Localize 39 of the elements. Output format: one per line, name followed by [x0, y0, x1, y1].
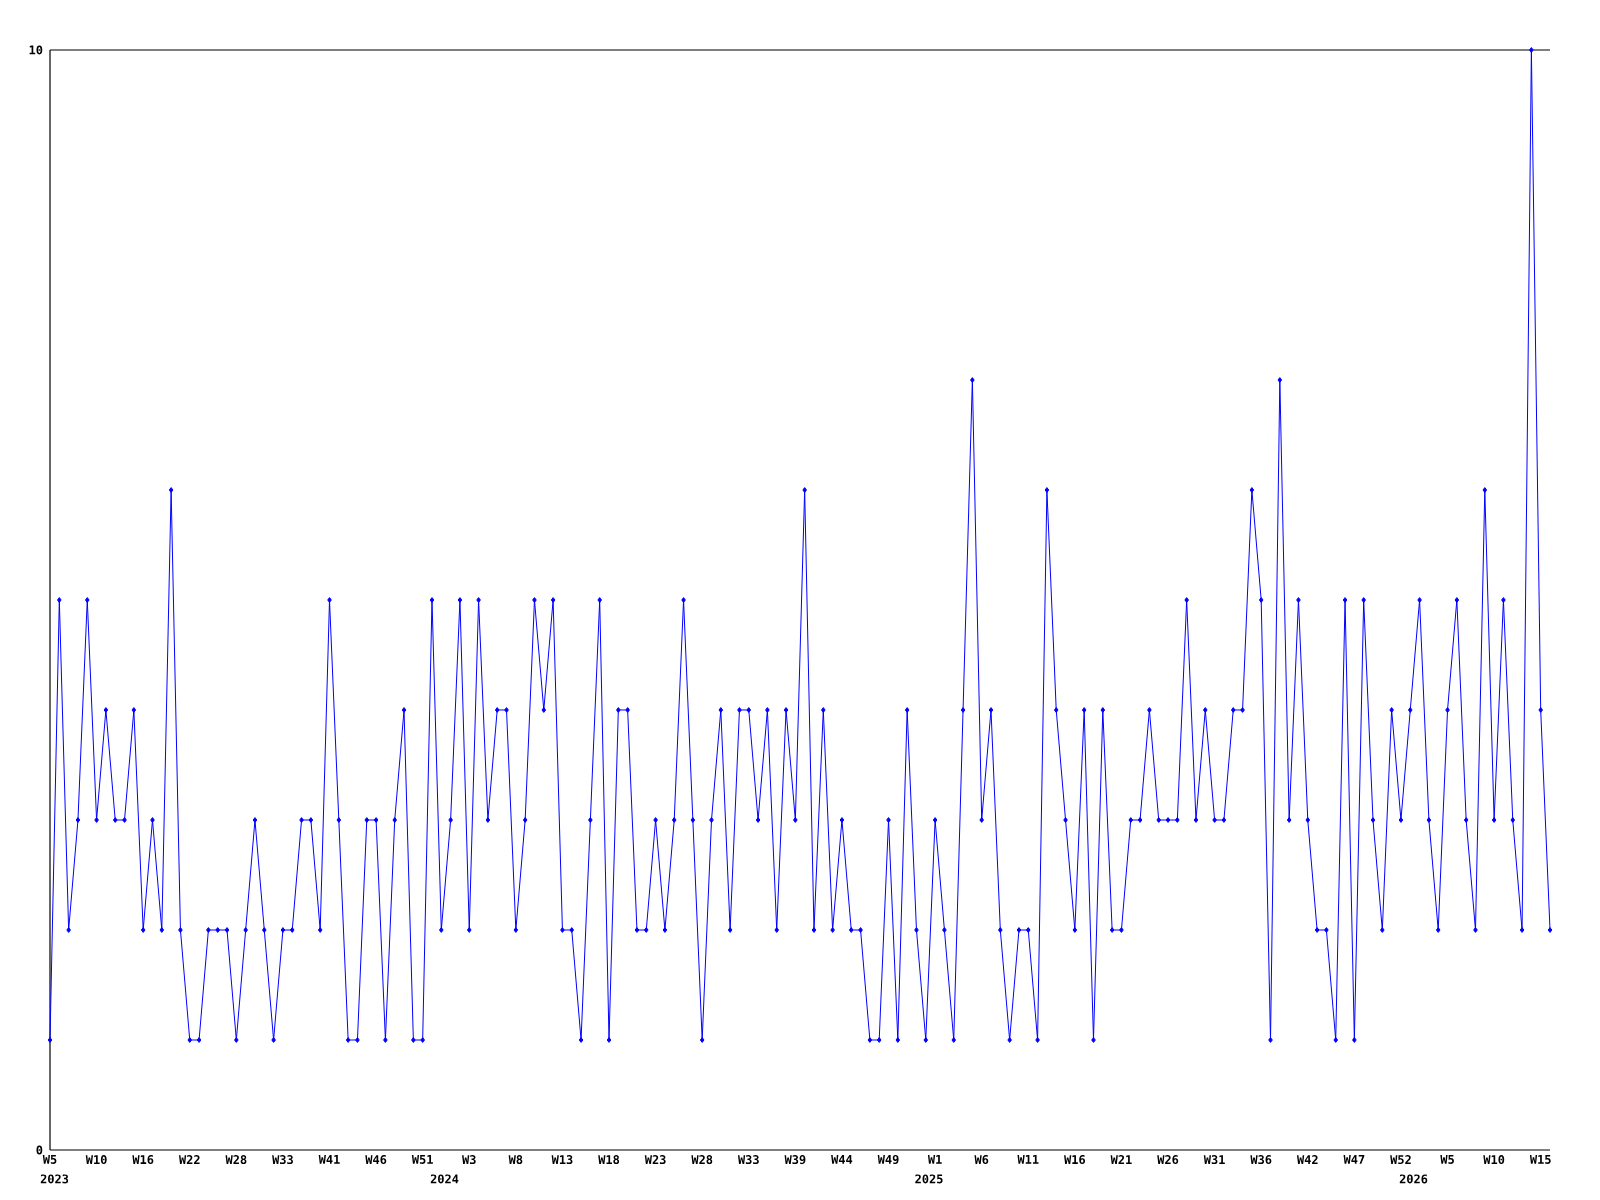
text: 2023 — [40, 1174, 69, 1184]
x-tick-label: W10 — [1483, 1155, 1505, 1165]
x-tick-label: W23 — [644, 1155, 666, 1165]
x-tick-label: W33 — [272, 1155, 293, 1165]
x-tick-label: W16 — [1064, 1155, 1086, 1165]
text: 2025 — [915, 1174, 943, 1184]
x-tick-label: W21 — [1110, 1155, 1132, 1164]
x-tick-label: W10 — [85, 1155, 107, 1165]
x-tick-label: W36 — [1250, 1155, 1272, 1165]
x-tick-label: W49 — [877, 1155, 899, 1165]
text: 2026 — [1399, 1174, 1428, 1184]
x-tick-label: W15 — [1529, 1155, 1551, 1164]
x-tick-label: W42 — [1296, 1155, 1318, 1164]
x-tick-label: W16 — [132, 1155, 154, 1165]
x-tick-label: W28 — [691, 1155, 713, 1165]
y-tick-label: 10 — [29, 45, 43, 55]
x-tick-label: W44 — [831, 1155, 853, 1164]
x-tick-label: W33 — [737, 1155, 759, 1165]
x-tick-label: W41 — [318, 1155, 340, 1164]
x-tick-label: W5 — [1440, 1155, 1454, 1164]
x-tick-label: W22 — [178, 1155, 200, 1164]
x-tick-label: W1 — [927, 1155, 942, 1164]
x-tick-label: W8 — [508, 1155, 523, 1165]
x-tick-label: W46 — [365, 1155, 387, 1165]
x-tick-label: W13 — [551, 1155, 573, 1165]
x-tick-label: W39 — [784, 1155, 806, 1165]
x-tick-label: W31 — [1203, 1155, 1225, 1165]
x-tick-label: W6 — [974, 1155, 989, 1165]
x-tick-label: W11 — [1017, 1155, 1039, 1164]
x-tick-label: W5 — [42, 1155, 57, 1164]
x-tick-label: W3 — [462, 1155, 476, 1165]
y-tick-label: 0 — [36, 1145, 43, 1155]
x-tick-label: W52 — [1390, 1155, 1411, 1165]
x-tick-label: W18 — [598, 1155, 620, 1165]
x-tick-label: W26 — [1157, 1155, 1179, 1165]
text: 2024 — [430, 1174, 459, 1184]
x-tick-label: W51 — [411, 1155, 433, 1164]
x-tick-label: W47 — [1343, 1155, 1365, 1164]
x-tick-label: W28 — [225, 1155, 247, 1165]
